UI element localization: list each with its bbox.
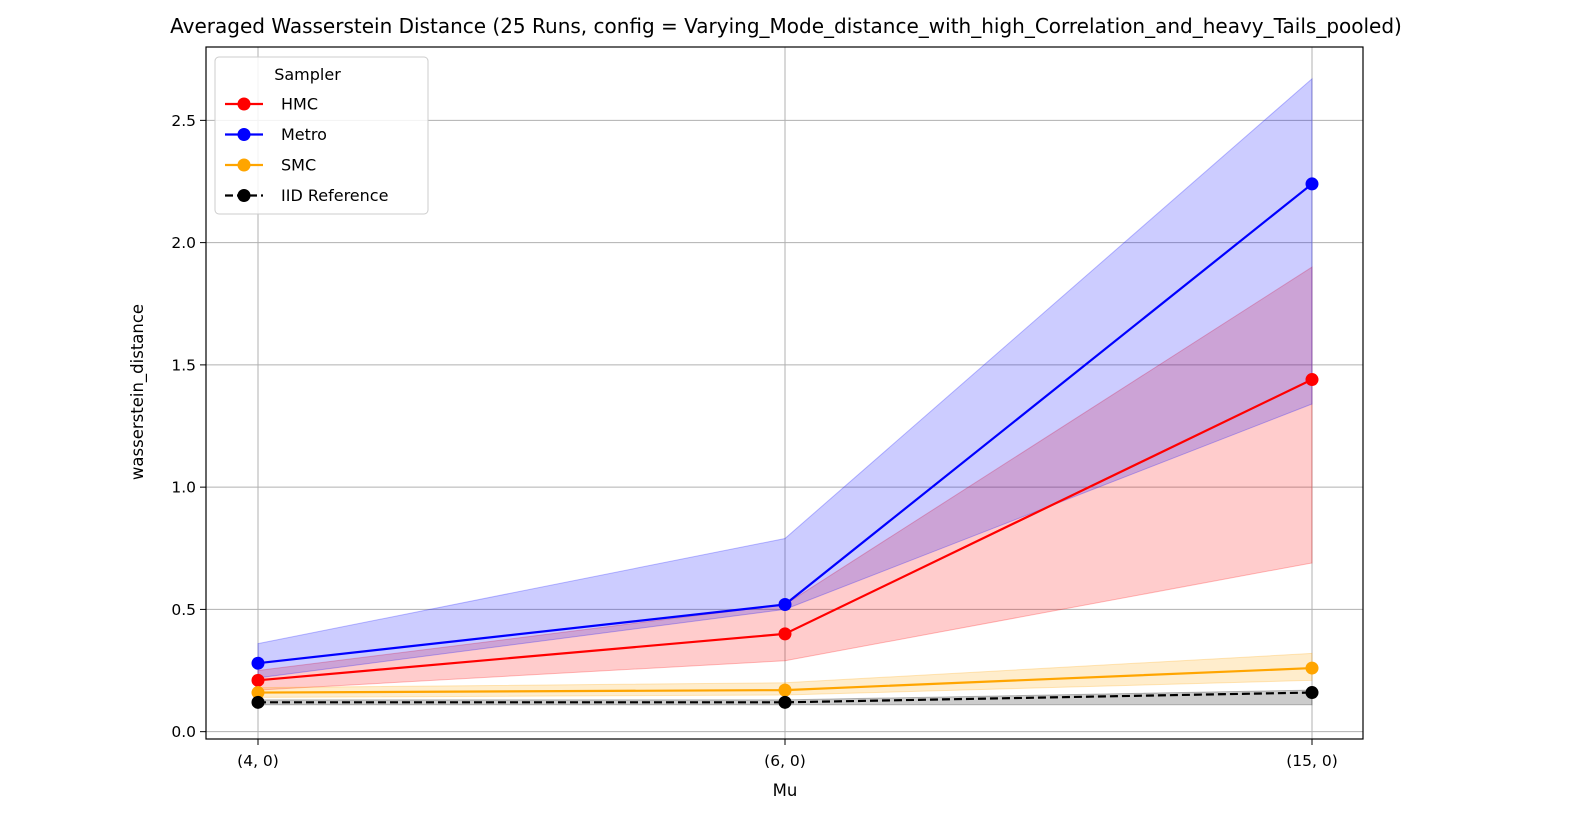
hmc-legend-marker <box>237 97 251 111</box>
y-tick-label: 2.5 <box>171 112 196 130</box>
x-tick-label: (4, 0) <box>237 752 279 770</box>
iid-reference-legend-label: IID Reference <box>281 186 388 205</box>
y-axis-label: wasserstein_distance <box>128 304 148 480</box>
y-tick-label: 0.5 <box>171 601 196 619</box>
iid-reference-line <box>258 691 1313 704</box>
y-tick-label: 1.5 <box>171 356 196 374</box>
smc-legend-marker <box>237 158 251 172</box>
hmc-legend-label: HMC <box>281 95 318 114</box>
smc-point <box>251 686 265 700</box>
hmc-point <box>251 673 265 687</box>
legend-title: Sampler <box>274 65 341 84</box>
iid-reference-point <box>1305 686 1319 700</box>
y-tick-label: 0.0 <box>171 723 196 741</box>
x-tick-label: (15, 0) <box>1286 752 1338 770</box>
metro-point <box>251 656 265 670</box>
smc-point <box>778 683 792 697</box>
x-tick-label: (6, 0) <box>764 752 806 770</box>
x-axis-label: Mu <box>773 781 798 800</box>
iid-reference-legend-marker <box>237 189 251 202</box>
y-tick-label: 1.0 <box>171 479 196 497</box>
hmc-point <box>778 627 792 641</box>
chart-title: Averaged Wasserstein Distance (25 Runs, … <box>170 14 1402 38</box>
metro-point <box>1305 177 1319 191</box>
smc-point <box>1305 661 1319 675</box>
y-tick-label: 2.0 <box>171 234 196 252</box>
metro-point <box>778 598 792 612</box>
y-axis-ticks: 0.0 0.5 1.0 1.5 2.0 2.5 <box>171 112 206 741</box>
iid-reference-point <box>778 695 792 709</box>
legend: Sampler HMC Metro SMC IID Reference <box>214 56 429 215</box>
series-points <box>251 177 1319 709</box>
metro-legend-label: Metro <box>281 125 327 144</box>
smc-legend-label: SMC <box>281 156 316 175</box>
metro-legend-marker <box>237 128 251 141</box>
iid-reference-point <box>251 695 265 709</box>
legend-box <box>214 56 429 215</box>
x-axis-ticks: (4, 0) (6, 0) (15, 0) <box>237 739 1338 770</box>
hmc-point <box>1305 373 1319 387</box>
